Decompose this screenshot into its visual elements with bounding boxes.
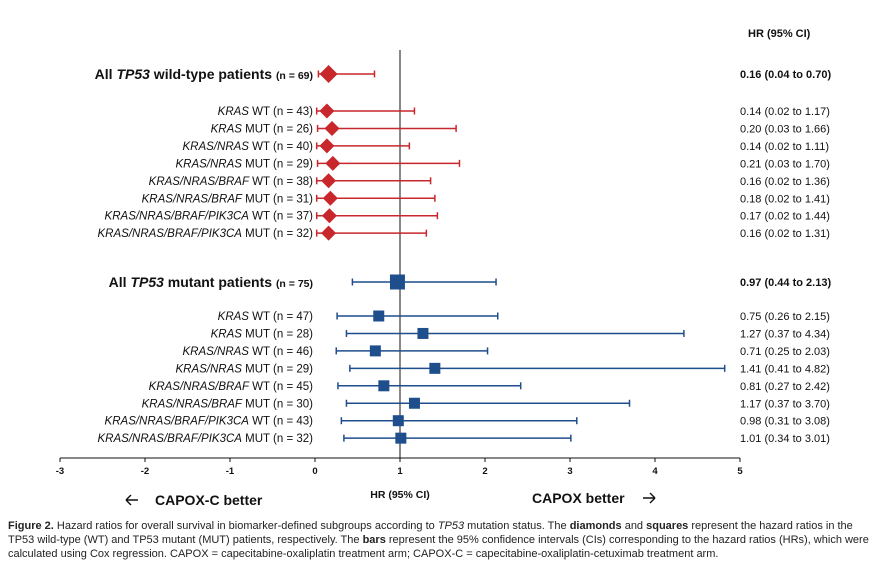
subgroup-ci-text: 0.18 (0.02 to 1.41) [740,193,830,205]
x-tick-label: 1 [397,466,403,477]
hr-square-marker [417,327,429,339]
subgroup-label: KRAS/NRAS WT (n = 40) [183,141,314,153]
subgroup-label: KRAS MUT (n = 26) [211,123,314,135]
hr-diamond-marker [321,208,337,224]
subgroup-label: KRAS/NRAS WT (n = 46) [183,346,314,358]
left-annotation: CAPOX-C better [155,492,263,508]
hr-square-marker [378,380,390,392]
subgroup-label: KRAS WT (n = 43) [218,106,314,118]
caption-label: Figure 2. [8,520,54,532]
caption-text: mutation status. The [464,520,570,532]
subgroup-label: KRAS/NRAS MUT (n = 29) [175,158,313,170]
x-tick-label: 2 [482,466,487,477]
subgroup-ci-text: 0.98 (0.31 to 3.08) [740,416,830,428]
hr-diamond-marker [321,173,337,189]
caption-keyword: diamonds [569,520,622,532]
subgroup-label: KRAS MUT (n = 28) [211,328,314,340]
hr-square-marker [392,415,404,427]
hr-diamond-marker [321,225,337,241]
subgroup-label: KRAS/NRAS/BRAF/PIK3CA WT (n = 43) [105,416,314,428]
subgroup-ci-text: 0.20 (0.03 to 1.66) [740,123,830,135]
right-arrow-icon [643,492,656,504]
caption-text: and [621,520,647,532]
x-tick-label: 5 [737,466,743,477]
x-tick-label: -3 [56,466,64,477]
group-header-label: All TP53 mutant patients (n = 75) [109,274,313,290]
subgroup-label: KRAS/NRAS/BRAF WT (n = 38) [149,176,314,188]
hr-diamond-marker [322,190,338,206]
group-header-ci-text: 0.16 (0.04 to 0.70) [740,69,831,81]
hr-diamond-marker [325,155,341,171]
subgroup-ci-text: 0.71 (0.25 to 2.03) [740,346,830,358]
figure-caption: Figure 2. Hazard ratios for overall surv… [8,519,878,561]
hr-diamond-marker [324,120,340,136]
subgroup-ci-text: 0.16 (0.02 to 1.36) [740,176,830,188]
x-tick-label: 3 [567,466,572,477]
group-header-ci-text: 0.97 (0.44 to 2.13) [740,277,831,289]
subgroup-ci-text: 1.41 (0.41 to 4.82) [740,363,830,375]
subgroup-label: KRAS/NRAS MUT (n = 29) [175,363,313,375]
subgroup-ci-text: 1.01 (0.34 to 3.01) [740,433,830,445]
caption-gene: TP53 [437,520,465,532]
subgroup-ci-text: 0.14 (0.02 to 1.17) [740,106,830,118]
hr-square-marker [369,345,381,357]
subgroup-ci-text: 1.27 (0.37 to 4.34) [740,328,830,340]
left-arrow-icon [125,494,138,506]
subgroup-ci-text: 1.17 (0.37 to 3.70) [740,398,830,410]
group-header-label: All TP53 wild-type patients (n = 69) [95,66,313,82]
hr-square-marker [389,274,405,290]
subgroup-label: KRAS/NRAS/BRAF MUT (n = 30) [142,398,314,410]
forest-plot: HR (95% CI) -3 -2 -1 0 1 2 3 4 5 HR (95% CI) CAPOX-… [56,28,832,508]
right-annotation: CAPOX better [532,490,625,506]
hr-square-marker [373,310,385,322]
caption-text: represent the hazard ratios in the TP53 … [8,520,853,546]
x-tick-label: 4 [652,466,658,477]
subgroup-label: KRAS/NRAS/BRAF WT (n = 45) [149,381,314,393]
caption-text: Hazard ratios for overall survival in bi… [53,520,438,532]
x-tick-label: -2 [141,466,149,477]
subgroup-ci-text: 0.17 (0.02 to 1.44) [740,211,830,223]
subgroup-label: KRAS WT (n = 47) [218,311,314,323]
hr-square-marker [408,397,420,409]
hr-square-marker [395,432,407,444]
subgroup-ci-text: 0.81 (0.27 to 2.42) [740,381,830,393]
subgroup-ci-text: 0.16 (0.02 to 1.31) [740,228,830,240]
hr-square-marker [429,362,441,374]
hr-diamond-marker [319,103,335,119]
subgroup-ci-text: 0.21 (0.03 to 1.70) [740,158,830,170]
hr-diamond-marker [319,65,338,83]
subgroup-ci-text: 0.75 (0.26 to 2.15) [740,311,830,323]
subgroup-label: KRAS/NRAS/BRAF/PIK3CA MUT (n = 32) [98,228,314,240]
x-axis-label: HR (95% CI) [370,489,430,501]
caption-text: represent the 95% confidence intervals (… [8,534,869,560]
subgroup-ci-text: 0.14 (0.02 to 1.11) [740,141,829,153]
x-tick-label: -1 [226,466,235,477]
subgroup-label: KRAS/NRAS/BRAF MUT (n = 31) [142,193,314,205]
subgroup-label: KRAS/NRAS/BRAF/PIK3CA MUT (n = 32) [98,433,314,445]
x-tick-label: 0 [312,466,317,477]
caption-keyword: squares [646,520,689,532]
caption-keyword: bars [362,534,386,546]
hr-diamond-marker [319,138,335,154]
subgroup-label: KRAS/NRAS/BRAF/PIK3CA WT (n = 37) [105,211,314,223]
ci-column-header: HR (95% CI) [748,28,811,40]
